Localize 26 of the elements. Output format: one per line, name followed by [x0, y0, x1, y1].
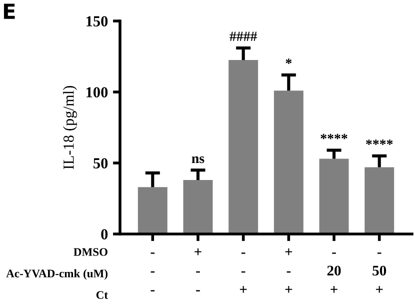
y-tick-label: 150 — [86, 16, 108, 26]
bar — [138, 187, 168, 234]
annotation: #### — [230, 32, 258, 41]
bar — [228, 60, 258, 234]
annotation: * — [286, 58, 292, 64]
x-tick-label: - 20 + — [327, 252, 341, 293]
y-tick-label: 100 — [86, 87, 108, 98]
bar — [274, 90, 304, 234]
y-tick-label: 0 — [101, 229, 108, 240]
annotation: **** — [320, 134, 348, 140]
bar — [183, 180, 213, 234]
x-tick-label: - 50 + — [372, 252, 386, 293]
bar — [319, 158, 349, 234]
annotation: ns — [192, 156, 204, 164]
category-label: - - + — [240, 252, 247, 293]
annotation: **** — [366, 140, 393, 145]
y-axis-title: IL-18 (pg/ml) — [63, 86, 77, 170]
y-tick-label: 50 — [94, 158, 108, 168]
text: DMSO — [74, 248, 108, 256]
category-label: + - - — [194, 248, 202, 292]
x-tick-label: + - + — [285, 248, 292, 293]
text: Ac-YVAD-cmk (uM) — [6, 269, 108, 280]
chart-title: E — [4, 4, 15, 19]
bar — [364, 167, 394, 234]
category-label: - - - — [150, 252, 155, 292]
text: Ct — [96, 291, 108, 299]
